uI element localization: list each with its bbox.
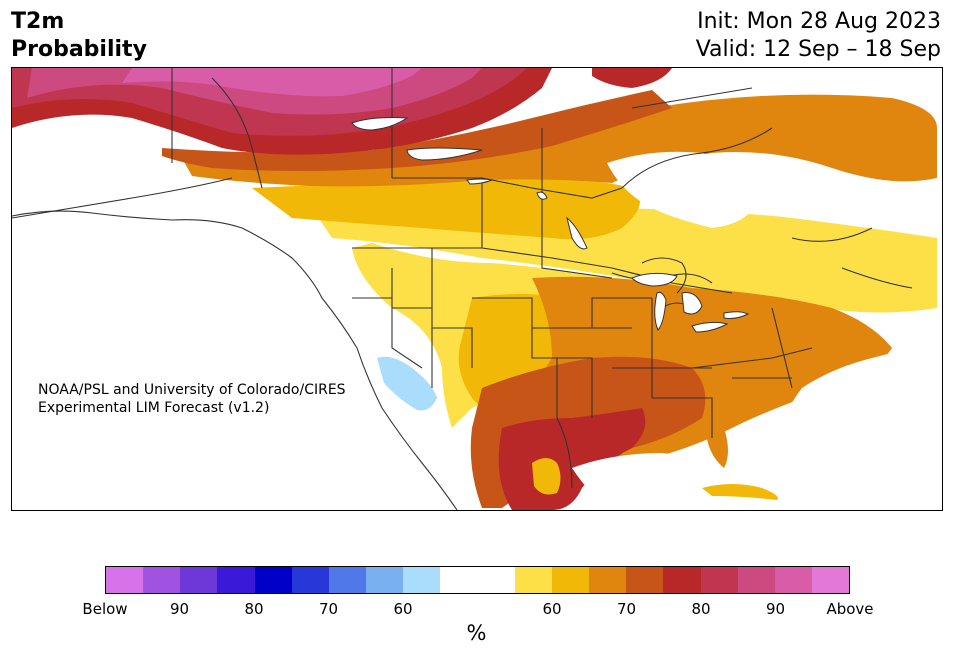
init-date: Init: Mon 28 Aug 2023 <box>697 9 941 34</box>
colorbar-swatch <box>366 567 404 593</box>
colorbar-tick-label: Below <box>82 600 128 618</box>
colorbar-swatch <box>106 567 144 593</box>
probability-colorbar <box>105 566 850 594</box>
probability-fills <box>12 68 942 510</box>
credit-line-2: Experimental LIM Forecast (v1.2) <box>38 400 270 416</box>
great-bear-lake <box>351 117 409 131</box>
colorbar-tick-label: 90 <box>765 600 786 618</box>
product-title: Probability <box>11 37 147 62</box>
source-credit: NOAA/PSL and University of Colorado/CIRE… <box>38 381 346 417</box>
map-canvas <box>12 68 942 510</box>
colorbar-swatch <box>811 567 850 593</box>
region-gold-mexico <box>532 458 561 495</box>
colorbar-tick-label: 60 <box>393 600 413 618</box>
colorbar-tick-label: 80 <box>691 600 711 618</box>
valid-range: Valid: 12 Sep – 18 Sep <box>695 37 941 62</box>
region-pink-alaska <box>122 68 422 97</box>
colorbar-swatch <box>180 567 218 593</box>
colorbar-tick-label: 80 <box>244 600 264 618</box>
title-block: T2m Probability <box>11 8 147 64</box>
colorbar-tick-label: 70 <box>616 600 637 618</box>
colorbar-swatch <box>700 567 738 593</box>
colorbar-swatch <box>440 567 478 593</box>
probability-map[interactable] <box>11 67 943 511</box>
lake-athabasca <box>466 178 494 185</box>
lake-winnipeg <box>566 216 588 250</box>
colorbar-swatch <box>589 567 627 593</box>
colorbar-swatch <box>254 567 292 593</box>
colorbar-swatch <box>663 567 701 593</box>
ocean-atlantic <box>742 338 942 510</box>
colorbar-swatch <box>328 567 367 593</box>
colorbar-swatch <box>143 567 181 593</box>
colorbar-swatch <box>291 567 329 593</box>
lake-superior <box>631 272 678 287</box>
date-block: Init: Mon 28 Aug 2023 Valid: 12 Sep – 18… <box>696 8 941 64</box>
colorbar-tick-label: Above <box>826 600 874 618</box>
variable-title: T2m <box>11 9 65 34</box>
ocean-west <box>12 218 472 510</box>
region-florida <box>702 416 728 468</box>
colorbar-swatch <box>403 567 441 593</box>
region-lightblue-cal <box>377 356 437 411</box>
ocean-gulf <box>572 453 732 510</box>
lakes <box>351 117 750 333</box>
boundary-lines <box>12 68 913 510</box>
lake-ontario <box>723 311 750 319</box>
lake-erie <box>691 321 729 333</box>
colorbar-swatch <box>477 567 515 593</box>
colorbar-unit: % <box>466 621 487 645</box>
colorbar-swatch <box>551 567 590 593</box>
region-cuba <box>702 484 778 500</box>
colorbar-swatch <box>626 567 664 593</box>
great-slave-lake <box>406 147 483 161</box>
colorbar-swatch <box>737 567 775 593</box>
credit-line-1: NOAA/PSL and University of Colorado/CIRE… <box>38 382 346 398</box>
colorbar-tick-label: 70 <box>318 600 339 618</box>
colorbar-tick-label: 90 <box>169 600 190 618</box>
colorbar-swatch <box>514 567 552 593</box>
colorbar-swatch <box>774 567 812 593</box>
colorbar-tick-labels: Below 90 80 70 60 60 70 80 90 Above <box>82 600 873 620</box>
colorbar-tick-label: 60 <box>542 600 562 618</box>
lake-huron <box>681 292 703 315</box>
lake-michigan <box>654 291 667 331</box>
lake-reindeer <box>536 191 548 200</box>
colorbar-swatch <box>217 567 255 593</box>
region-red-arctic-east <box>592 68 672 88</box>
